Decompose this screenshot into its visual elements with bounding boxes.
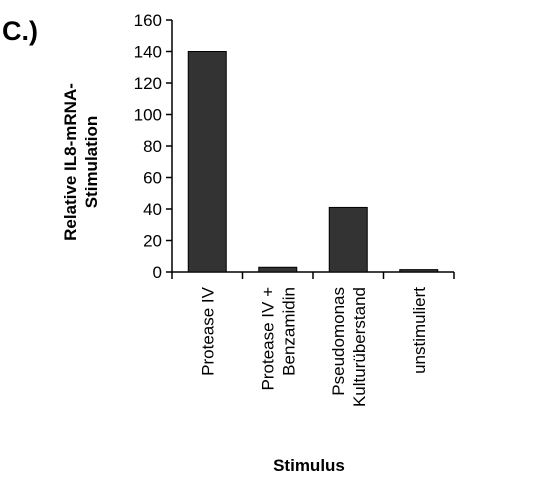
x-category-label-3-line-1: Pseudomonas xyxy=(329,287,348,396)
y-tick-label-80: 80 xyxy=(143,137,162,156)
y-tick-label-60: 60 xyxy=(143,169,162,188)
bar-4 xyxy=(399,269,439,273)
y-axis-title-line-1: Relative IL8-mRNA- xyxy=(61,83,80,241)
x-category-label-1: Protease IV xyxy=(198,286,217,375)
y-tick-label-120: 120 xyxy=(134,74,162,93)
x-category-label-2-line-1: Protease IV + xyxy=(258,287,277,391)
y-tick-label-0: 0 xyxy=(153,263,162,282)
y-tick-label-100: 100 xyxy=(134,106,162,125)
x-category-label-4: unstimuliert xyxy=(410,287,429,374)
x-category-label-3-line-2: Kulturüberstand xyxy=(350,287,369,407)
panel-label: C.) xyxy=(2,16,38,46)
bar-2 xyxy=(258,266,298,273)
y-tick-label-140: 140 xyxy=(134,43,162,62)
y-axis-title-line-2: Stimulation xyxy=(82,116,101,209)
y-tick-label-160: 160 xyxy=(134,11,162,30)
bar-1 xyxy=(187,51,227,273)
plot-area: 0 20 40 60 80 100 120 140 160 Protease IV Protease… xyxy=(134,11,455,407)
x-category-label-2-line-2: Benzamidin xyxy=(279,287,298,376)
y-tick-label-40: 40 xyxy=(143,200,162,219)
y-tick-label-20: 20 xyxy=(143,232,162,251)
bar-3 xyxy=(328,206,368,273)
x-axis-title: Stimulus xyxy=(273,456,345,475)
y-axis-title: Relative IL8-mRNA- Stimulation xyxy=(61,83,101,241)
